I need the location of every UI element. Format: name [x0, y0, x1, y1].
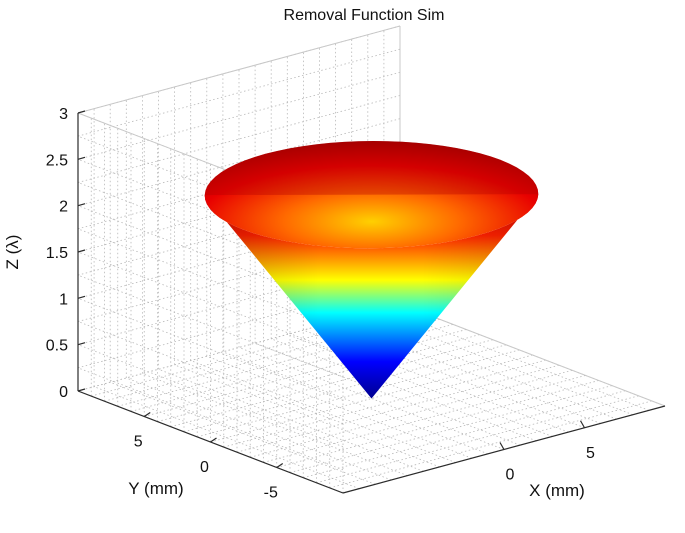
- grid-line: [93, 386, 360, 490]
- grid-line: [77, 367, 344, 471]
- z-tick-mark: [77, 342, 86, 346]
- grid-line: [126, 377, 392, 481]
- y-tick-mark: [276, 463, 284, 468]
- grid-line: [77, 158, 344, 262]
- grid-line: [271, 338, 537, 442]
- z-tick-label: 0: [59, 384, 68, 401]
- z-tick-label: 2: [59, 199, 68, 216]
- grid-line: [254, 342, 521, 446]
- z-tick-mark: [77, 156, 86, 160]
- grid-line: [303, 390, 626, 479]
- tick-marks: [77, 110, 586, 468]
- grid-line: [142, 373, 408, 476]
- grid-line: [222, 351, 489, 455]
- grid-line: [158, 368, 424, 472]
- y-tick-mark: [210, 437, 217, 443]
- z-tick-mark: [77, 110, 86, 114]
- grid-line: [190, 360, 456, 463]
- grid-line: [77, 251, 344, 355]
- grid-line: [236, 364, 560, 453]
- x-tick-mark: [499, 442, 505, 450]
- cone-interior: [204, 141, 539, 249]
- x-tick-label: 0: [506, 467, 515, 484]
- y-tick-label: 0: [200, 459, 209, 476]
- grid-line: [77, 205, 344, 309]
- grid-line: [77, 344, 344, 448]
- z-tick-label: 1: [59, 291, 68, 308]
- x-tick-mark: [579, 420, 586, 429]
- x-axis-label: X (mm): [529, 481, 585, 500]
- chart-title: Removal Function Sim: [284, 7, 445, 24]
- grid-line: [77, 297, 344, 401]
- cone-shading: [204, 194, 539, 399]
- z-axis-label: Z (λ): [3, 235, 22, 270]
- grid-line: [287, 334, 553, 437]
- z-tick-mark: [77, 295, 86, 299]
- tick-labels: 0 0.5 1 1.5 2 2.5 3 0 5 -5 0 5: [46, 106, 595, 502]
- z-tick-label: 0.5: [46, 338, 68, 355]
- box-edge: [77, 25, 401, 114]
- z-tick-label: 3: [59, 106, 68, 123]
- y-tick-label: -5: [264, 485, 278, 502]
- grid-line: [77, 135, 344, 239]
- grid-line: [110, 381, 376, 485]
- grid-line: [77, 182, 344, 285]
- z-tick-mark: [77, 388, 86, 392]
- y-tick-label: 5: [134, 434, 143, 451]
- box-edge: [399, 303, 666, 407]
- x-tick-label: 5: [586, 445, 595, 462]
- grid-line: [238, 347, 505, 450]
- y-axis-label: Y (mm): [128, 479, 183, 498]
- cone-surface: [204, 141, 539, 399]
- z-tick-label: 2.5: [46, 152, 68, 169]
- z-tick-label: 1.5: [46, 245, 68, 262]
- grid-line: [77, 321, 344, 424]
- cone-inner-wall: [204, 141, 539, 196]
- z-tick-mark: [77, 203, 86, 207]
- grid-line: [77, 228, 344, 332]
- grid-line: [206, 355, 472, 459]
- z-tick-mark: [77, 249, 86, 253]
- grid-line: [77, 274, 344, 378]
- grid-line: [174, 364, 440, 468]
- y-tick-mark: [143, 412, 151, 417]
